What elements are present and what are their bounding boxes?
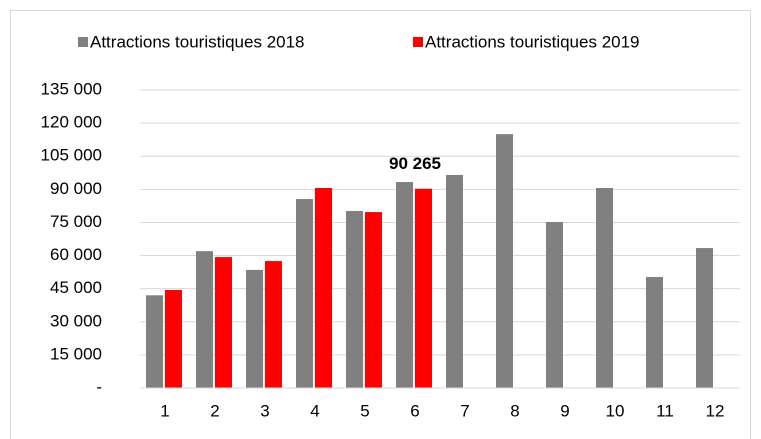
- y-tick-label: 135 000: [41, 79, 102, 98]
- bar: [546, 222, 563, 388]
- bar: [215, 257, 232, 388]
- bar: [165, 289, 182, 388]
- y-tick-label: -: [96, 377, 102, 396]
- data-label: 90 265: [389, 154, 441, 173]
- bar: [246, 269, 263, 388]
- bar: [496, 134, 513, 388]
- bar: [196, 251, 213, 388]
- y-tick-label: 105 000: [41, 146, 102, 165]
- x-tick-label: 9: [560, 401, 569, 420]
- x-tick-label: 6: [410, 401, 419, 420]
- x-tick-label: 4: [310, 401, 319, 420]
- bar: [696, 248, 713, 388]
- y-tick-label: 30 000: [50, 311, 102, 330]
- y-tick-label: 90 000: [50, 179, 102, 198]
- x-tick-label: 7: [460, 401, 469, 420]
- y-tick-label: 120 000: [41, 113, 102, 132]
- bar: [315, 188, 332, 388]
- bar: [265, 261, 282, 388]
- x-tick-label: 8: [510, 401, 519, 420]
- bar: [296, 199, 313, 388]
- y-tick-label: 15 000: [50, 344, 102, 363]
- legend-swatch: [78, 37, 88, 47]
- bar: [415, 188, 432, 388]
- legend-swatch: [413, 37, 423, 47]
- legend-label: Attractions touristiques 2018: [90, 32, 305, 51]
- bar: [646, 276, 663, 388]
- x-tick-label: 2: [210, 401, 219, 420]
- y-tick-label: 45 000: [50, 278, 102, 297]
- legend-label: Attractions touristiques 2019: [425, 32, 640, 51]
- x-tick-label: 11: [656, 401, 674, 420]
- x-tick-label: 1: [160, 401, 169, 420]
- bar: [596, 188, 613, 388]
- bar: [346, 210, 363, 388]
- x-tick-label: 5: [360, 401, 369, 420]
- x-tick-label: 12: [706, 401, 725, 420]
- y-tick-label: 60 000: [50, 245, 102, 264]
- x-tick-label: 10: [606, 401, 625, 420]
- chart-border: [10, 10, 751, 439]
- x-tick-label: 3: [260, 401, 269, 420]
- bar: [446, 174, 463, 388]
- bar: [146, 295, 163, 388]
- y-tick-label: 75 000: [50, 212, 102, 231]
- bar: [396, 182, 413, 388]
- bar: [365, 212, 382, 388]
